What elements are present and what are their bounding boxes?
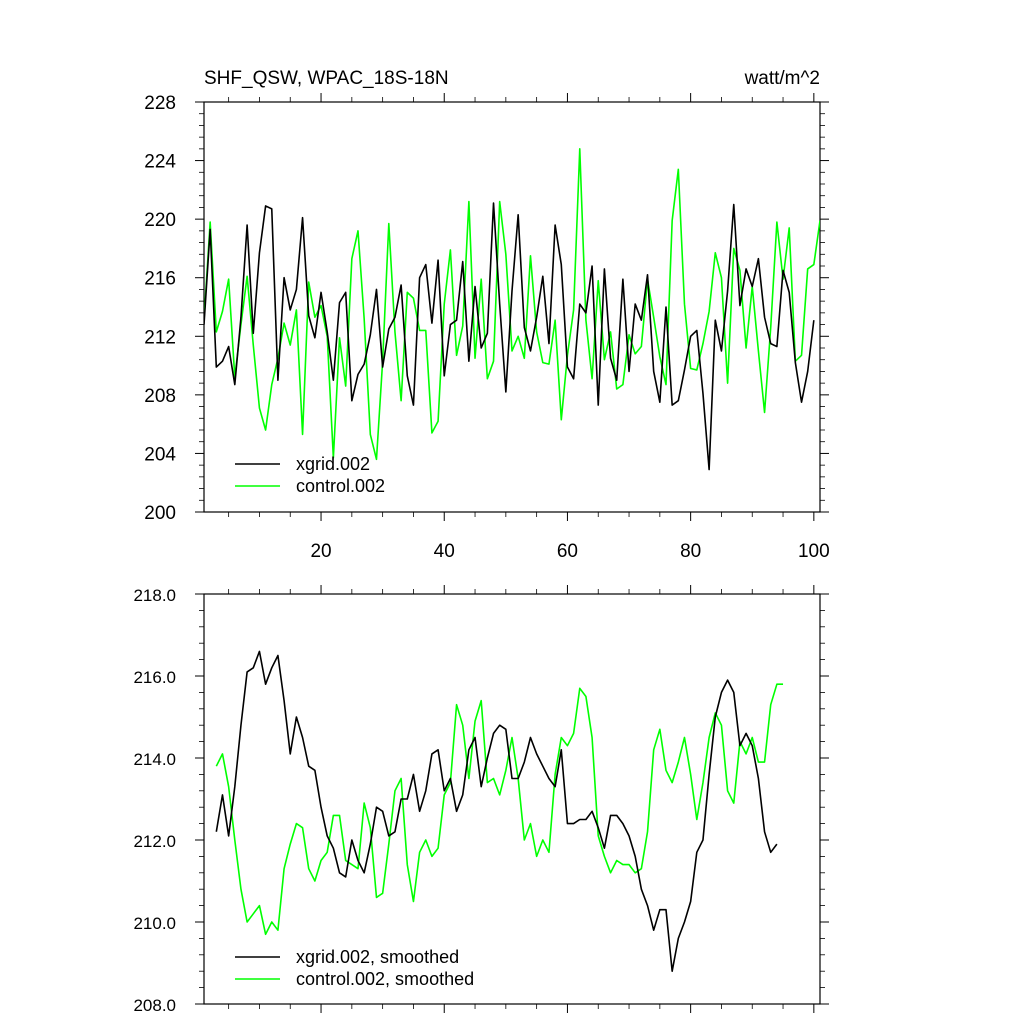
top-ytick-label: 224 [144, 152, 176, 173]
bottom-ytick-label: 218.0 [133, 586, 176, 605]
bottom-ytick-label: 210.0 [133, 914, 176, 933]
chart-title: SHF_QSW, WPAC_18S-18N [204, 68, 449, 89]
top-legend-label-0: xgrid.002 [296, 454, 370, 474]
top-xtick-label: 20 [310, 541, 331, 562]
top-ytick-label: 212 [144, 327, 176, 348]
bottom-ytick-label: 216.0 [133, 668, 176, 687]
top-panel: 200 204 208 212 216 220 224 228 20 40 60 80 100 SHF_Q… [144, 68, 829, 562]
bottom-legend-label-0: xgrid.002, smoothed [296, 947, 459, 967]
bottom-legend-label-1: control.002, smoothed [296, 969, 474, 989]
top-ytick-label: 220 [144, 210, 176, 231]
top-ytick-label: 200 [144, 503, 176, 524]
top-xtick-label: 60 [557, 541, 578, 562]
bottom-series-line-1 [215, 683, 784, 936]
bottom-ytick-label: 208.0 [133, 996, 176, 1015]
bottom-series-line-0 [215, 650, 778, 973]
top-xtick-label: 100 [798, 541, 830, 562]
top-series-line-1 [204, 148, 820, 461]
bottom-ytick-label: 212.0 [133, 832, 176, 851]
bottom-ytick-label: 214.0 [133, 750, 176, 769]
top-plot-frame [203, 101, 821, 513]
top-xtick-label: 80 [680, 541, 701, 562]
top-ytick-label: 204 [144, 444, 176, 465]
chart-units: watt/m^2 [744, 68, 820, 89]
bottom-plot-frame [203, 593, 821, 1005]
top-ytick-label: 208 [144, 386, 176, 407]
bottom-panel: 208.0 210.0 212.0 214.0 216.0 218.0 xgrid.002,… [133, 585, 829, 1015]
top-ytick-label: 228 [144, 93, 176, 114]
top-series-line-0 [204, 202, 815, 471]
top-legend-label-1: control.002 [296, 476, 385, 496]
top-ytick-label: 216 [144, 269, 176, 290]
top-xtick-label: 40 [434, 541, 455, 562]
